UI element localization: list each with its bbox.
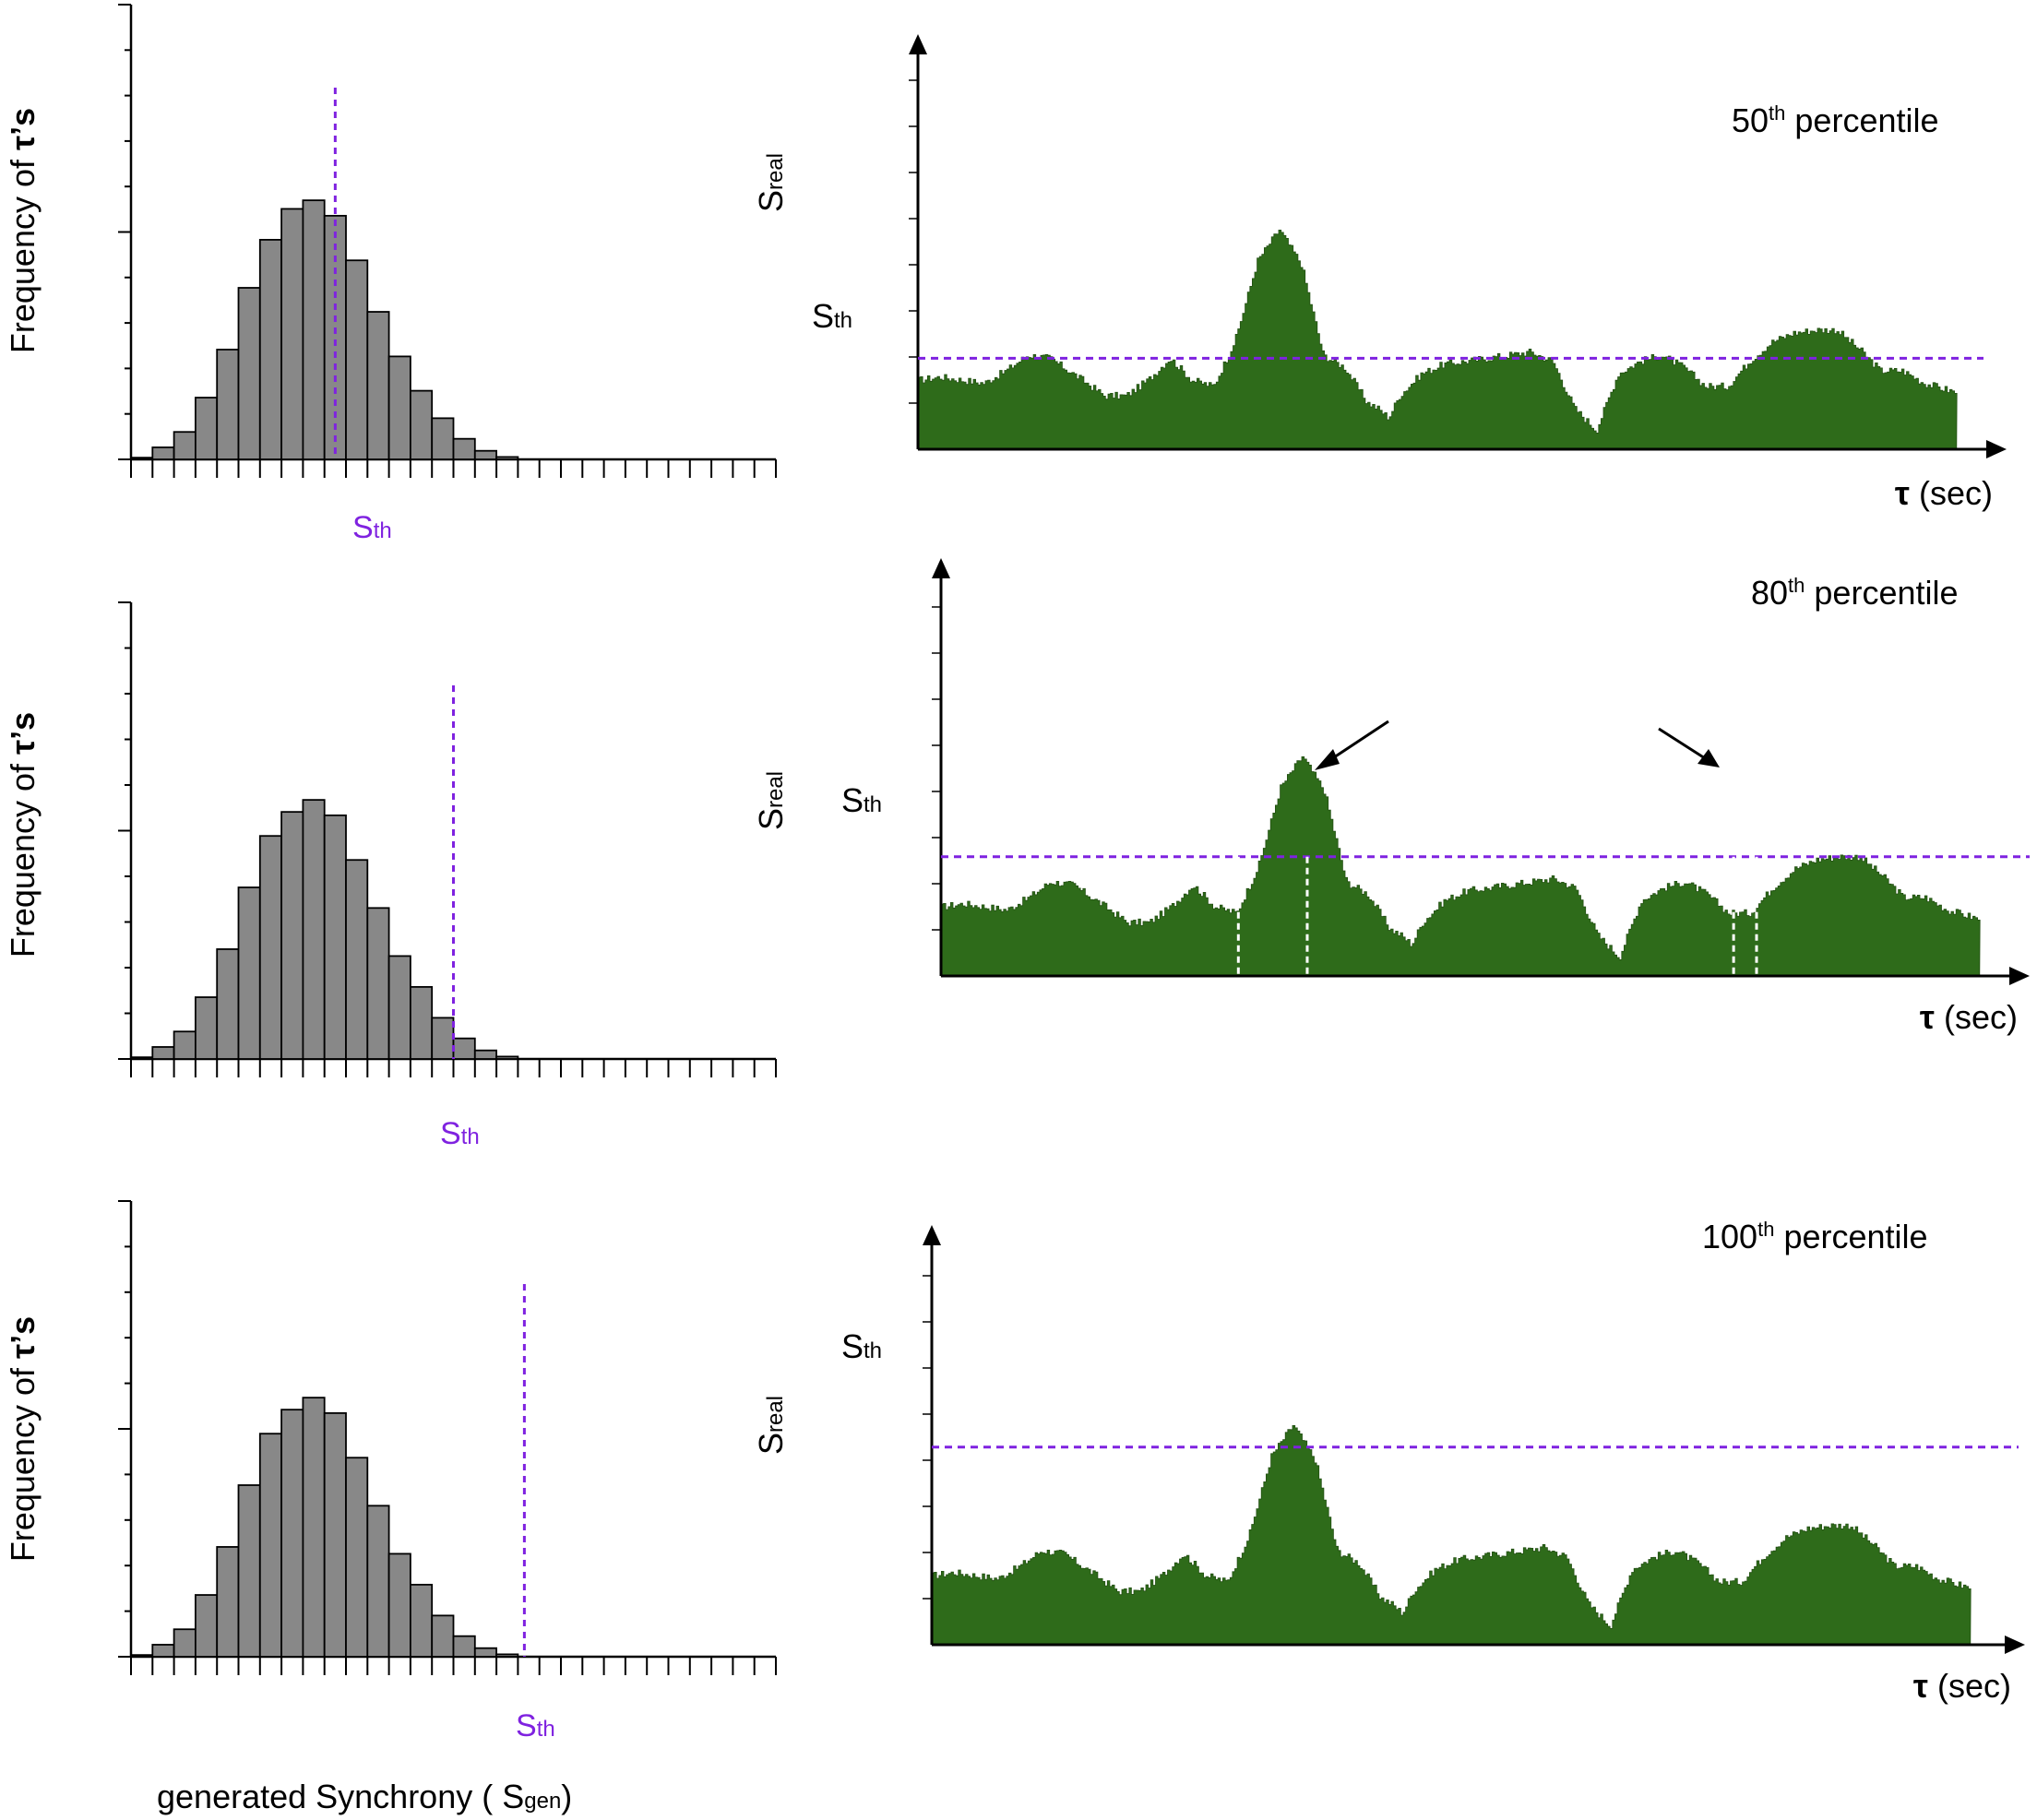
tau-xlabel: τ (sec)	[1913, 1667, 2011, 1705]
histogram-bar	[473, 1049, 497, 1060]
signal-area	[931, 1425, 1971, 1646]
histogram-bar	[258, 239, 282, 460]
threshold-label: Sth	[812, 297, 852, 335]
annotation-arrow-head	[1315, 749, 1340, 770]
histogram-xlabel: generated Synchrony ( Sgen)	[157, 1778, 572, 1815]
tau-xlabel: τ (sec)	[1895, 474, 1993, 512]
histogram-bar	[173, 1030, 197, 1060]
histogram-bar	[431, 1614, 455, 1658]
histogram-bar	[473, 1647, 497, 1658]
signal-ylabel: Sreal	[752, 1396, 790, 1455]
histogram-bar	[151, 1644, 175, 1658]
histogram-bar	[237, 287, 261, 460]
histogram-bar	[323, 1411, 347, 1658]
signal-panel-80th: 80th percentile Sreal Sth τ (sec)	[752, 558, 2030, 1036]
y-axis-arrow	[923, 1225, 941, 1245]
signal-ylabel: Sreal	[752, 153, 790, 212]
histogram-bar	[258, 835, 282, 1060]
histogram-bar	[130, 457, 154, 460]
signal-panel-50th: 50th percentile Sreal Sth τ (sec)	[752, 34, 2007, 512]
histogram-bar	[302, 1397, 326, 1658]
threshold-label: Sth	[440, 1116, 480, 1151]
histogram-bar	[495, 1653, 519, 1658]
histogram-bar	[237, 886, 261, 1060]
histogram-bar	[473, 449, 497, 460]
histogram-bar	[495, 1055, 519, 1060]
histogram-bar	[387, 1552, 411, 1658]
threshold-label: Sth	[352, 510, 392, 545]
histogram-bar	[280, 208, 304, 460]
histogram-bar	[345, 259, 369, 460]
annotation-arrow-head	[1698, 749, 1720, 767]
y-axis-arrow	[932, 558, 950, 578]
histogram-bar	[280, 1409, 304, 1658]
x-axis-arrow	[1986, 440, 2007, 458]
histogram-bar	[194, 996, 219, 1060]
histogram-bar	[216, 1546, 240, 1658]
histogram-bar	[345, 859, 369, 1060]
threshold-label: Sth	[841, 1327, 882, 1365]
histogram-bar	[173, 1628, 197, 1658]
percentile-title: 80th percentile	[1751, 574, 1959, 612]
x-axis-arrow	[2009, 967, 2030, 985]
histogram-bar	[366, 311, 390, 460]
histogram-bar	[323, 814, 347, 1060]
signal-area	[917, 230, 1958, 450]
histogram-bar	[194, 397, 219, 460]
tau-xlabel: τ (sec)	[1920, 998, 2018, 1036]
histogram-bar	[366, 1505, 390, 1658]
annotation-arrow-line	[1658, 727, 1706, 760]
threshold-label: Sth	[841, 781, 882, 819]
histogram-bar	[409, 1583, 434, 1658]
histogram-bar	[258, 1433, 282, 1658]
histogram-bar	[173, 431, 197, 460]
histogram-ylabel: Frequency of τ’s	[4, 108, 42, 353]
histogram-bar	[130, 1654, 154, 1658]
x-axis-arrow	[2005, 1636, 2025, 1654]
histogram-bar	[452, 1635, 476, 1658]
histogram-bar	[194, 1594, 219, 1658]
y-axis-arrow	[909, 34, 927, 54]
histogram-bar	[452, 437, 476, 460]
signal-panel-100th: 100th percentile Sreal Sth τ (sec)	[752, 1218, 2025, 1705]
histogram-bar	[302, 199, 326, 460]
histogram-panel-80th: Frequency of τ’s Sth	[4, 601, 777, 1151]
percentile-title: 100th percentile	[1702, 1218, 1928, 1255]
histogram-bar	[216, 948, 240, 1060]
annotation-arrow-line	[1328, 720, 1389, 763]
histogram-bar	[495, 456, 519, 460]
histogram-bar	[130, 1056, 154, 1060]
histogram-bar	[452, 1037, 476, 1060]
histogram-bar	[237, 1484, 261, 1658]
histogram-bar	[280, 811, 304, 1060]
histogram-ylabel: Frequency of τ’s	[4, 712, 42, 958]
histogram-ylabel: Frequency of τ’s	[4, 1316, 42, 1562]
histogram-panel-50th: Frequency of τ’s Sth	[4, 4, 777, 545]
signal-ylabel: Sreal	[752, 771, 790, 830]
histogram-bar	[151, 1046, 175, 1060]
histogram-bar	[323, 214, 347, 460]
histogram-panel-100th: Frequency of τ’s Sth generated Synchrony…	[4, 1200, 777, 1815]
signal-area	[940, 756, 1981, 977]
threshold-label: Sth	[516, 1708, 555, 1743]
histogram-bar	[216, 349, 240, 460]
histogram-bar	[302, 799, 326, 1060]
histogram-bar	[431, 417, 455, 460]
histogram-bar	[366, 907, 390, 1060]
percentile-title: 50th percentile	[1732, 101, 1939, 139]
histogram-bar	[151, 446, 175, 460]
histogram-bar	[345, 1457, 369, 1658]
histogram-bar	[431, 1017, 455, 1060]
histogram-bar	[387, 355, 411, 460]
histogram-bar	[409, 389, 434, 460]
histogram-bar	[409, 985, 434, 1060]
histogram-bar	[387, 955, 411, 1060]
